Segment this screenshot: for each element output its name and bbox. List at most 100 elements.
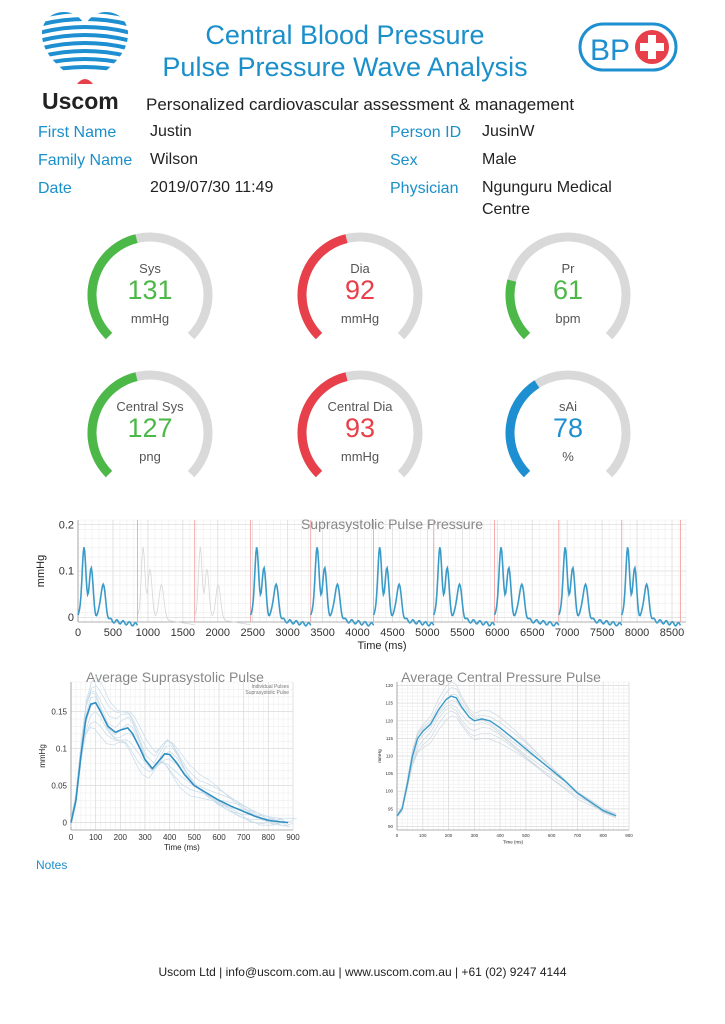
gauge-value: 61 [552,275,584,305]
individual-pulse [396,710,617,815]
x-tick-label: 500 [188,833,202,842]
gauge-fill [297,372,348,478]
average-pulse-line [396,695,617,817]
x-tick-label: 1000 [136,627,160,639]
x-tick-label: 100 [89,833,103,842]
gauge-label: Sys [139,261,161,276]
faint-beat [194,546,251,626]
x-tick-label: 200 [114,833,128,842]
gauge-unit: mmHg [340,449,380,464]
x-tick-label: 2000 [206,627,230,639]
avg-suprasystolic-chart-svg: 0 100 200 300 400 500 600 700 800 900 0 0.05 0.1 0.15… [38,669,300,852]
person-id-label: Person ID [390,124,462,141]
bp-badge: BP [578,22,678,74]
x-tick-label: 600 [212,833,226,842]
x-tick-label: 300 [138,833,152,842]
x-tick-label: 200 [445,833,453,838]
suprasystolic-chart-svg: 0 500 1000 1500 2000 2500 3000 3500 4000 4500 5000… [35,516,687,652]
y-tick-label: 0 [68,612,74,624]
gauge-fill [87,372,138,478]
heart-logo-icon [42,12,128,84]
tagline: Personalized cardiovascular assessment &… [146,95,575,114]
gauge-value: 131 [127,275,173,305]
y-tick-label: 0 [63,818,68,827]
gauge-fill [297,234,348,340]
x-tick-label: 2500 [240,627,264,639]
x-tick-label: 4500 [380,627,404,639]
x-tick-label: 7500 [590,627,614,639]
gauge-value: 93 [344,413,376,443]
x-tick-label: 700 [237,833,251,842]
y-tick-label: 115 [386,736,394,741]
gauge-unit: png [139,449,161,464]
y-tick-label: 90 [388,824,394,829]
x-axis-label: Time (ms) [357,640,406,652]
individual-pulse [396,700,617,819]
gauge-value: 127 [127,413,173,443]
gauge-fill [505,380,540,478]
date-value: 2019/07/30 11:49 [150,179,274,196]
x-tick-label: 400 [496,833,504,838]
y-tick-label: 120 [385,718,393,723]
x-tick-label: 1500 [171,627,195,639]
gauge-label: Central Dia [327,399,393,414]
gauge-central-dia: Central Dia 93 mmHg [290,363,430,503]
notes-label: Notes [36,858,68,872]
x-tick-label: 400 [163,833,177,842]
x-tick-label: 0 [69,833,74,842]
individual-pulse [396,681,617,815]
gauge-unit: bpm [555,311,581,326]
x-tick-label: 8000 [625,627,649,639]
physician-value-line1: Ngunguru Medical [482,179,612,196]
x-tick-label: 7000 [555,627,579,639]
page-title: Central Blood Pressure [205,20,485,50]
individual-pulse [396,687,617,817]
y-axis-label: mmHg [35,555,47,587]
physician-label: Physician [390,180,459,197]
avg-central-chart-svg: 0 100 200 300 400 500 600 700 800 900 90 95 100 105 11… [377,669,633,845]
y-tick-label: 0.1 [59,566,74,578]
legend-entry: Suprasystolic Pulse [245,690,289,696]
x-tick-label: 8500 [660,627,684,639]
legend-entry: Individual Pulses [251,684,289,690]
y-axis-label: mmHg [377,749,382,763]
gauge-label: Pr [561,261,575,276]
individual-pulse [70,676,297,821]
gauge-pr: Pr 61 bpm [498,225,638,365]
chart-title: Average Suprasystolic Pulse [86,669,264,685]
page-subtitle: Pulse Pressure Wave Analysis [162,52,528,82]
x-tick-label: 3000 [275,627,299,639]
avg-suprasystolic-chart: 0 100 200 300 400 500 600 700 800 900 0 0.05 0.1 0.15… [35,668,305,853]
family-name-value: Wilson [150,151,199,168]
x-tick-label: 900 [625,833,633,838]
y-tick-label: 100 [385,789,393,794]
chart-title: Suprasystolic Pulse Pressure [301,516,483,532]
beat-waveform [493,547,560,627]
suprasystolic-chart: 0 500 1000 1500 2000 2500 3000 3500 4000 4500 5000… [30,512,700,660]
y-tick-label: 0.2 [59,519,74,531]
beat-waveform [432,547,496,627]
individual-pulse [70,721,282,824]
beat-waveform [620,547,682,627]
y-tick-label: 110 [386,754,394,759]
physician-value-line2: Centre [482,201,531,218]
gauge-label: Dia [350,261,370,276]
x-tick-label: 700 [574,833,582,838]
sex-value: Male [482,151,517,168]
badge-text: BP [590,34,630,67]
chart-title: Average Central Pressure Pulse [401,669,601,685]
average-pulse-line [70,701,289,824]
x-tick-label: 800 [599,833,607,838]
gauge-sys: Sys 131 mmHg [80,225,220,365]
beat-waveform [309,547,375,627]
gauge-sai: sAi 78% [498,363,638,503]
beat-waveform [558,547,623,627]
family-name-label: Family Name [38,152,133,169]
x-tick-label: 800 [262,833,276,842]
x-tick-label: 300 [471,833,479,838]
individual-pulse [70,690,293,827]
brand-name: Uscom [42,88,119,114]
individual-pulse [70,685,295,825]
x-tick-label: 4000 [345,627,369,639]
x-tick-label: 3500 [310,627,334,639]
